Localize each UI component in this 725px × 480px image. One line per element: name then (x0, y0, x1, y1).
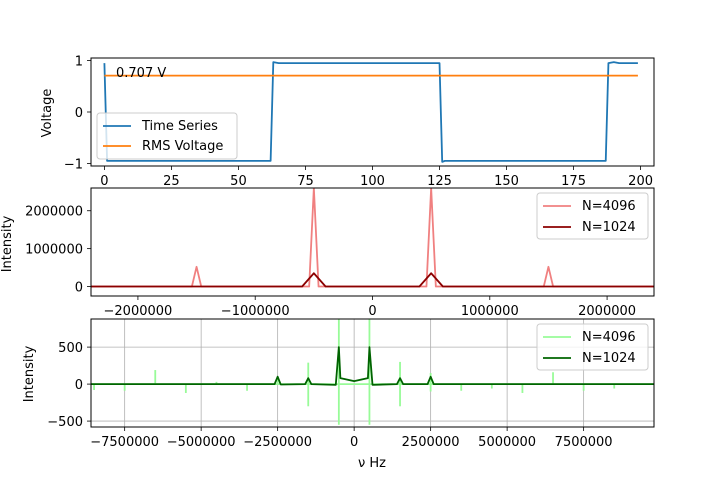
p0-legend-label-rms: RMS Voltage (142, 139, 223, 154)
p1-y-ticks: 0 1000000 2000000 (25, 205, 91, 296)
p1-ytick-label: 2000000 (25, 205, 83, 220)
p2-xtick-label: −2500000 (243, 435, 312, 450)
p2-series-line-n-1024 (91, 346, 654, 386)
p2-series-group (91, 319, 654, 425)
p2-x-ticks: −7500000 −5000000 −2500000 0 2500000 5000000 7… (90, 427, 613, 450)
p2-xtick-label: −7500000 (90, 435, 159, 450)
p1-legend-label-4096: N=4096 (582, 199, 636, 214)
panel-spectrum-real: −7500000 −5000000 −2500000 0 2500000 5000000 7… (22, 318, 655, 471)
p0-xtick-label: 0 (100, 174, 108, 189)
p1-xtick-label: −1000000 (221, 304, 290, 319)
p0-ytick-label: 0 (75, 106, 83, 121)
p0-series-group (103, 61, 638, 163)
p2-xtick-label: −5000000 (167, 435, 236, 450)
p2-xtick-label: 2500000 (402, 435, 460, 450)
p0-xtick-label: 25 (163, 174, 180, 189)
p0-ylabel: Voltage (40, 89, 55, 138)
p2-xtick-label: 0 (350, 435, 358, 450)
p1-legend[interactable]: N=4096 N=1024 (536, 192, 649, 240)
p0-xtick-label: 200 (628, 174, 653, 189)
p0-legend[interactable]: Time Series RMS Voltage (96, 112, 238, 160)
p0-xtick-label: 150 (494, 174, 519, 189)
p2-ytick-label: 0 (75, 378, 83, 393)
p0-xtick-label: 100 (360, 174, 385, 189)
p2-legend-label-4096: N=4096 (582, 330, 636, 345)
p2-y-ticks: −500 0 500 (47, 341, 91, 430)
p0-series-line-time-series (103, 61, 638, 163)
p1-x-ticks: −2000000 −1000000 0 1000000 2000000 (104, 296, 636, 319)
p2-xlabel: ν Hz (358, 456, 386, 471)
p2-xtick-label: 5000000 (478, 435, 536, 450)
p1-series-line-n-1024 (91, 272, 654, 288)
p1-ytick-label: 1000000 (25, 243, 83, 258)
p0-ytick-label: −1 (64, 157, 83, 172)
p2-ytick-label: 500 (58, 341, 83, 356)
p1-ylabel: Intensity (0, 215, 15, 272)
panel-spectrum: −2000000 −1000000 0 1000000 2000000 0 1000000… (0, 187, 655, 319)
p2-ylabel: Intensity (22, 345, 37, 402)
p1-series-group (91, 188, 654, 288)
p0-rms-annotation: 0.707 V (116, 66, 166, 81)
p0-legend-label-time-series: Time Series (141, 119, 218, 134)
p0-xtick-label: 175 (561, 174, 586, 189)
panel-time-series: 0 25 50 75 100 125 150 175 200 −1 0 1 Voltage 0.70… (40, 55, 655, 189)
p1-xtick-label: 0 (368, 304, 376, 319)
p0-legend-box (96, 112, 238, 160)
p0-xtick-label: 125 (427, 174, 452, 189)
p1-xtick-label: −2000000 (104, 304, 173, 319)
p0-y-ticks: −1 0 1 (64, 55, 91, 172)
p2-axes-frame (90, 318, 655, 428)
p1-xtick-label: 1000000 (461, 304, 519, 319)
p2-xtick-label: 7500000 (555, 435, 613, 450)
p2-legend[interactable]: N=4096 N=1024 (536, 323, 649, 371)
p1-legend-label-1024: N=1024 (582, 220, 636, 235)
p0-xtick-label: 75 (297, 174, 314, 189)
p0-x-ticks: 0 25 50 75 100 125 150 175 200 (100, 166, 653, 189)
p2-legend-label-1024: N=1024 (582, 351, 636, 366)
p1-ytick-label: 0 (75, 281, 83, 296)
p1-xtick-label: 2000000 (578, 304, 636, 319)
p2-ytick-label: −500 (47, 415, 83, 430)
p0-xtick-label: 50 (230, 174, 247, 189)
p0-ytick-label: 1 (75, 55, 83, 70)
